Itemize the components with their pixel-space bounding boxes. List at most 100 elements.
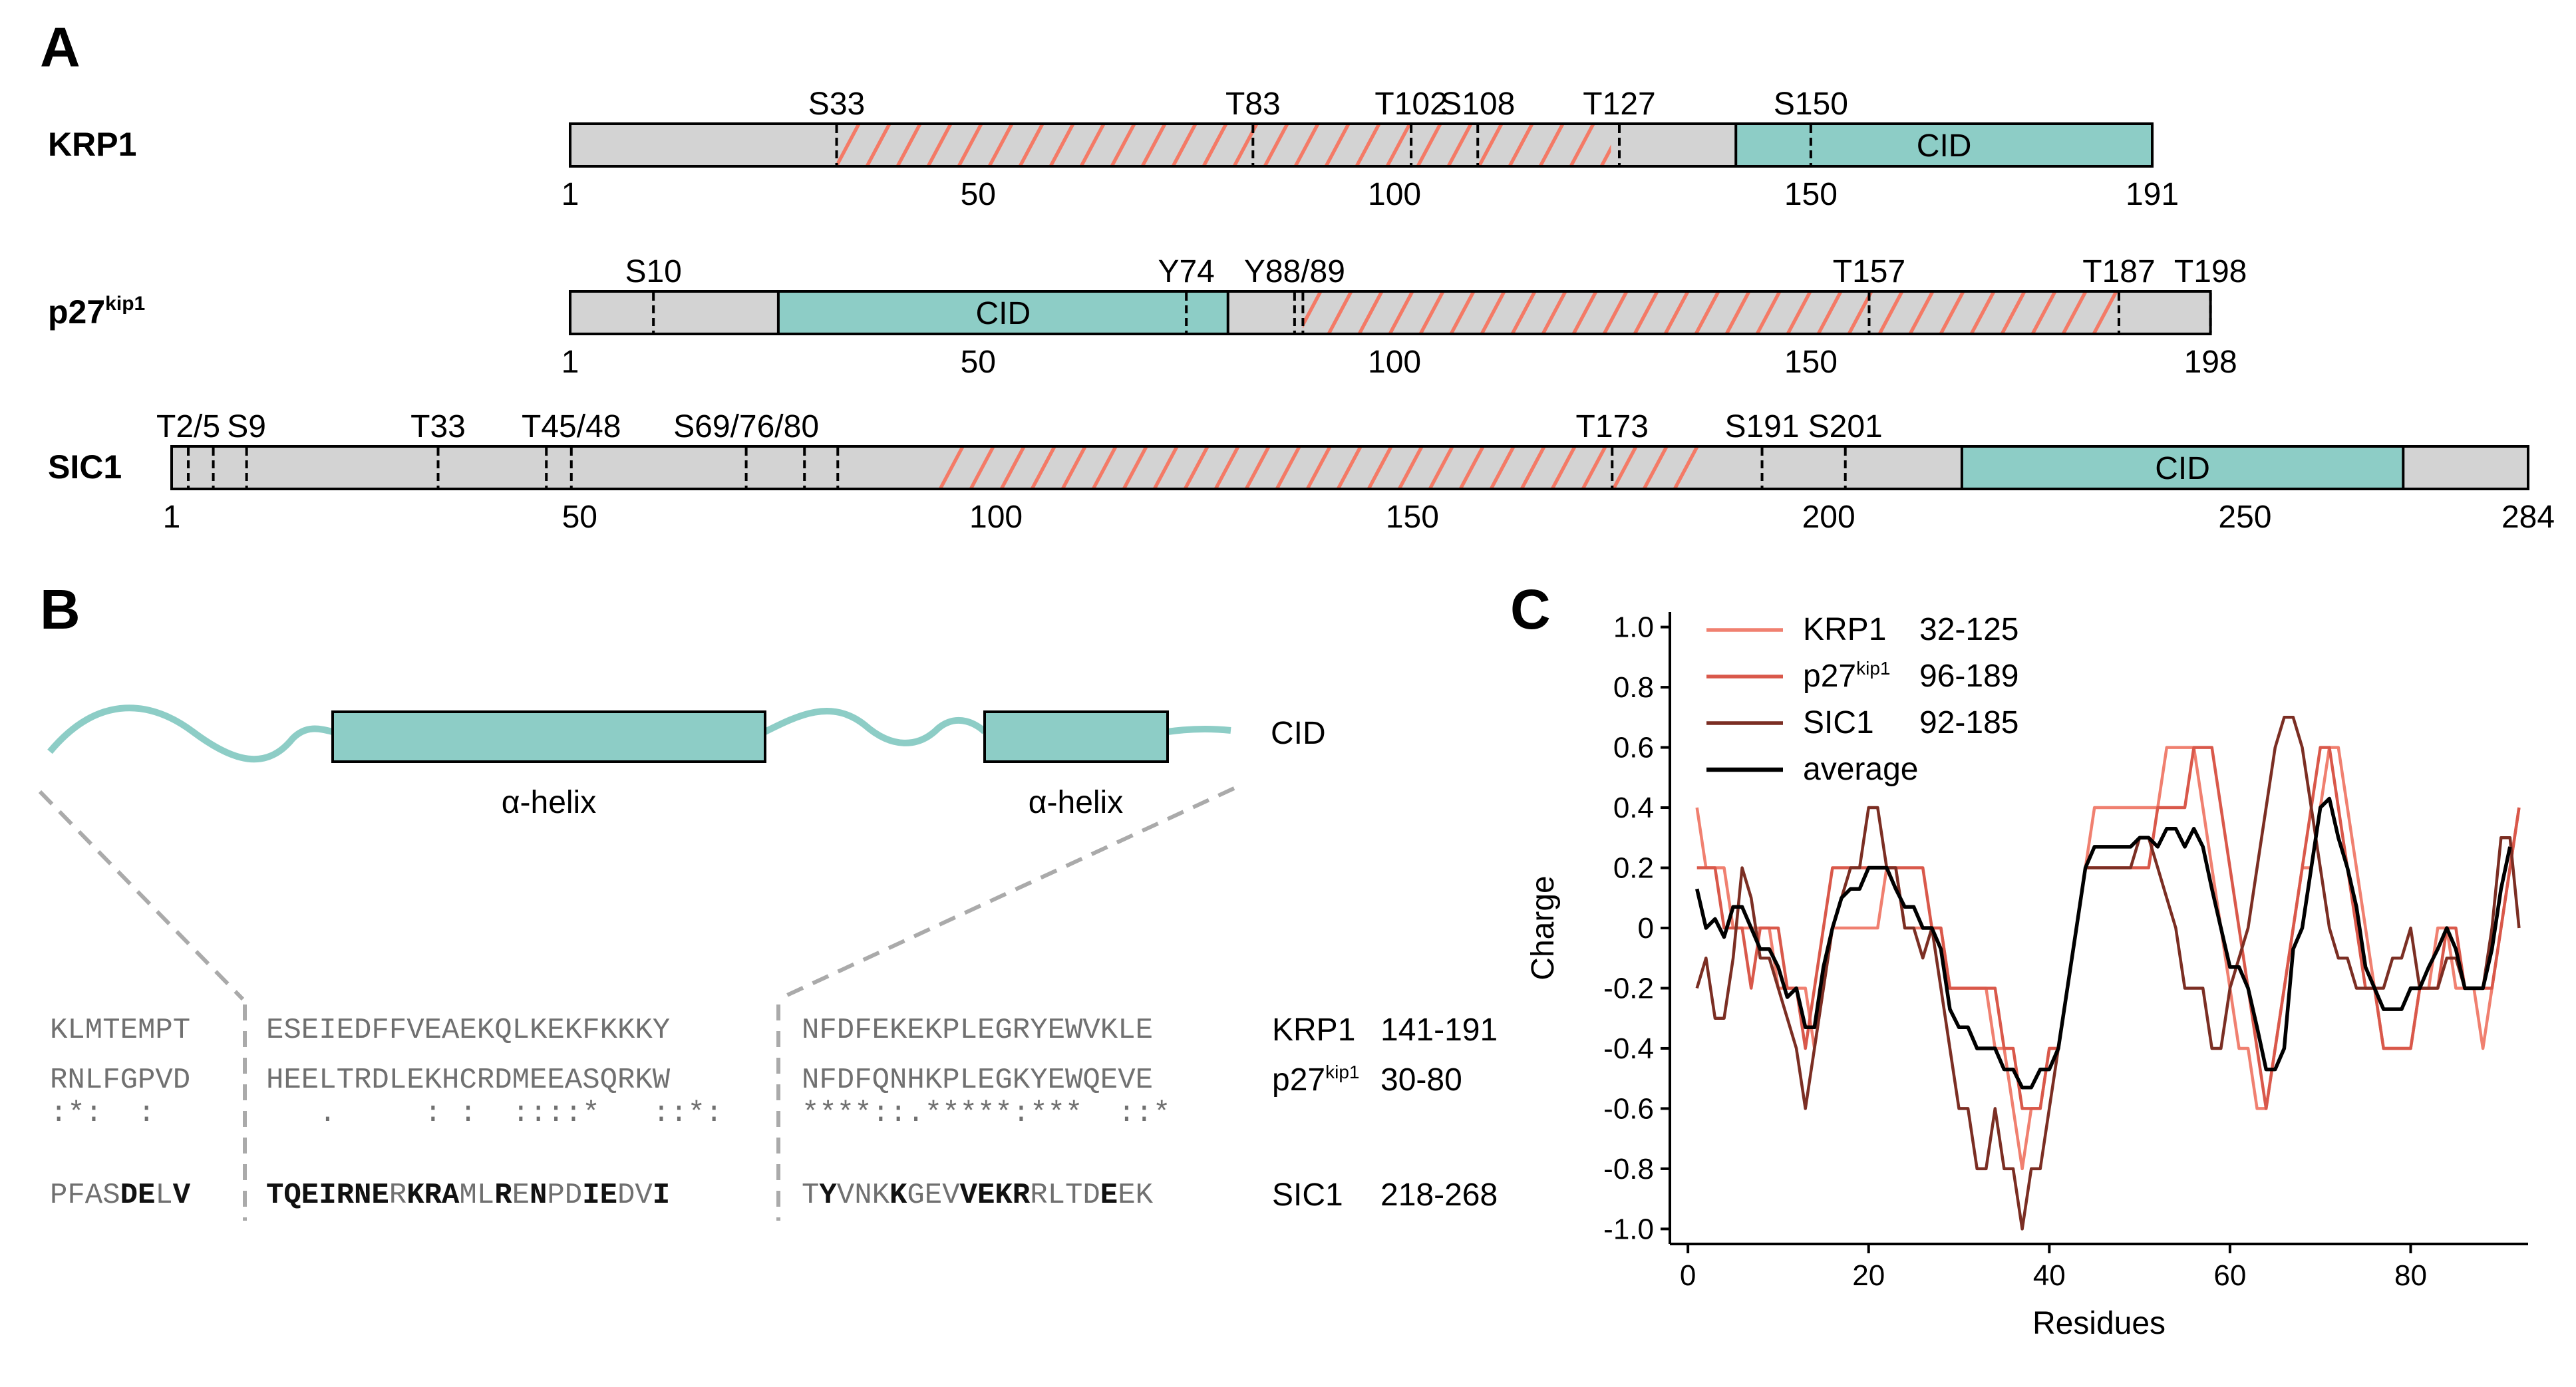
series-line-average — [1695, 796, 2512, 1090]
zoom-line-right — [777, 786, 1235, 1001]
x-tick-label: 20 — [1852, 1259, 1885, 1292]
y-tick-label: -0.8 — [1603, 1153, 1654, 1185]
alpha-helix-label-2: α-helix — [1029, 785, 1123, 820]
phosphosite-label-sic1: T45/48 — [522, 409, 621, 444]
axis-tick-krp1: 150 — [1784, 177, 1838, 212]
protein-name-p27: p27kip1 — [48, 293, 145, 331]
sequence-segment: RNLFGPVD — [50, 1064, 190, 1097]
protein-name-krp1: KRP1 — [48, 126, 136, 163]
axis-tick-krp1: 50 — [961, 177, 996, 212]
phosphosite-label-p27: Y74 — [1158, 254, 1214, 289]
sequence-segment: NFDFEKEKPLEGRYEWVKLE — [802, 1014, 1153, 1047]
y-tick-label: -0.4 — [1603, 1032, 1654, 1065]
axis-tick-sic1: 50 — [562, 500, 597, 535]
cid-linker-right — [1167, 725, 1231, 735]
sequence-segment: ****::.*****:*** ::* — [802, 1097, 1170, 1130]
cid-domain-krp1 — [1736, 124, 2153, 166]
cid-label-sic1: CID — [2155, 451, 2210, 486]
phosphosite-label-p27: T198 — [2174, 254, 2247, 289]
panel-letter-c: C — [1510, 578, 1551, 641]
phosphosite-label-sic1: S69/76/80 — [673, 409, 819, 444]
panel-c-charge-chart: 1.0 0.8 0.6 0.4 0.2 0 -0.2 -0.4 -0.6 -0.8 -1.0 0 20 4… — [1526, 611, 2528, 1341]
phosphosite-label-sic1: T173 — [1576, 409, 1649, 444]
legend-label-krp1: KRP1 — [1803, 612, 1886, 647]
legend-range-krp1: 32-125 — [1919, 612, 2018, 647]
alignment-protein-name: p27kip1 — [1272, 1062, 1359, 1098]
alpha-helix-box-2 — [983, 710, 1169, 763]
sequence-segment: TYVNKKGEVVEKRRLTDEEK — [802, 1179, 1154, 1212]
panel-b-cid-alignment: α-helix α-helix CID KLMTEMPT ESEIEDFFVEAE… — [38, 704, 1498, 1221]
sequence-segment: NFDFQNHKPLEGKYEWQEVE — [802, 1064, 1153, 1097]
y-tick-label: 0.8 — [1613, 671, 1654, 704]
axis-end-sic1: 284 — [2501, 500, 2555, 535]
axis-start-p27: 1 — [562, 345, 579, 380]
alignment-protein-name: KRP1 — [1272, 1012, 1355, 1048]
phosphosite-label-krp1: S33 — [808, 86, 865, 122]
protein-name-sic1: SIC1 — [48, 448, 122, 486]
cid-domain-sic1 — [1961, 446, 2404, 489]
axis-start-krp1: 1 — [562, 177, 579, 212]
legend-label-p27: p27kip1 — [1803, 658, 1890, 694]
sequence-segment: :*: : — [50, 1097, 190, 1130]
disordered-region-p27 — [1303, 291, 2119, 334]
x-tick-label: 0 — [1680, 1259, 1696, 1292]
axis-start-sic1: 1 — [163, 500, 181, 535]
y-tick-label: 1.0 — [1613, 611, 1654, 644]
sequence-segment: PFASDELV — [50, 1179, 191, 1212]
x-tick-label: 60 — [2213, 1259, 2246, 1292]
y-tick-label: -0.6 — [1603, 1092, 1654, 1125]
phosphosite-label-p27: T187 — [2082, 254, 2155, 289]
phosphosite-label-krp1: T83 — [1225, 86, 1281, 122]
alignment-protein-name: SIC1 — [1272, 1177, 1343, 1213]
cid-schematic-label: CID — [1271, 716, 1326, 751]
x-tick-label: 40 — [2033, 1259, 2066, 1292]
axis-tick-sic1: 100 — [969, 500, 1023, 535]
phosphosite-label-krp1: T127 — [1583, 86, 1655, 122]
y-tick-label: -0.2 — [1603, 972, 1654, 1004]
sequence-segment: ESEIEDFFVEAEKQLKEKFKKKY — [266, 1014, 670, 1047]
y-tick-label: 0.4 — [1613, 792, 1654, 824]
panel-letter-b: B — [40, 578, 80, 641]
y-tick-label: -1.0 — [1603, 1213, 1654, 1245]
alignment-range: 141-191 — [1380, 1012, 1498, 1048]
alignment-range: 30-80 — [1380, 1062, 1462, 1098]
alignment-range: 218-268 — [1380, 1177, 1498, 1213]
phosphosite-label-krp1: S108 — [1440, 86, 1515, 122]
y-tick-label: 0 — [1638, 912, 1654, 945]
legend-label-sic1: SIC1 — [1803, 705, 1874, 740]
cid-label-p27: CID — [975, 296, 1031, 331]
protein-outline-sic1 — [170, 445, 2529, 490]
axis-end-p27: 198 — [2184, 345, 2237, 380]
y-axis-label: Charge — [1526, 875, 1561, 980]
phosphosite-label-p27: S10 — [625, 254, 681, 289]
sequence-segment: KLMTEMPT — [50, 1014, 190, 1047]
axis-tick-krp1: 100 — [1368, 177, 1421, 212]
cid-domain-p27 — [778, 291, 1228, 334]
axis-tick-sic1: 200 — [1802, 500, 1855, 535]
phosphosite-label-krp1: S150 — [1774, 86, 1848, 122]
y-tick-label: 0.6 — [1613, 732, 1654, 764]
axis-tick-sic1: 250 — [2218, 500, 2271, 535]
sequence-segment: . : : ::::* ::*: — [266, 1097, 723, 1130]
axis-tick-p27: 100 — [1368, 345, 1421, 380]
protein-outline-krp1 — [569, 122, 2154, 168]
phosphosite-label-sic1: S201 — [1808, 409, 1883, 444]
phosphosite-label-krp1: T102 — [1374, 86, 1447, 122]
axis-end-krp1: 191 — [2126, 177, 2179, 212]
phosphosite-label-p27: T157 — [1833, 254, 1905, 289]
phosphosite-label-sic1: T2/5 — [156, 409, 220, 444]
legend-range-p27: 96-189 — [1919, 659, 2018, 694]
cid-label-krp1: CID — [1917, 128, 1972, 164]
zoom-line-left — [38, 790, 245, 1001]
alpha-helix-label-1: α-helix — [502, 785, 596, 820]
cid-linker-middle — [763, 708, 987, 746]
phosphosite-label-p27: Y88/89 — [1244, 254, 1345, 289]
axis-tick-p27: 50 — [961, 345, 996, 380]
alpha-helix-box-1 — [331, 710, 766, 763]
disordered-region-krp1 — [836, 124, 1611, 166]
sequence-alignment: KLMTEMPT ESEIEDFFVEAEKQLKEKFKKKY NFDFEKEKP… — [50, 1012, 1498, 1213]
sequence-segment: TQEIRNERKRAMLRENPDIEDVI — [266, 1179, 670, 1212]
y-tick-label: 0.2 — [1613, 852, 1654, 885]
